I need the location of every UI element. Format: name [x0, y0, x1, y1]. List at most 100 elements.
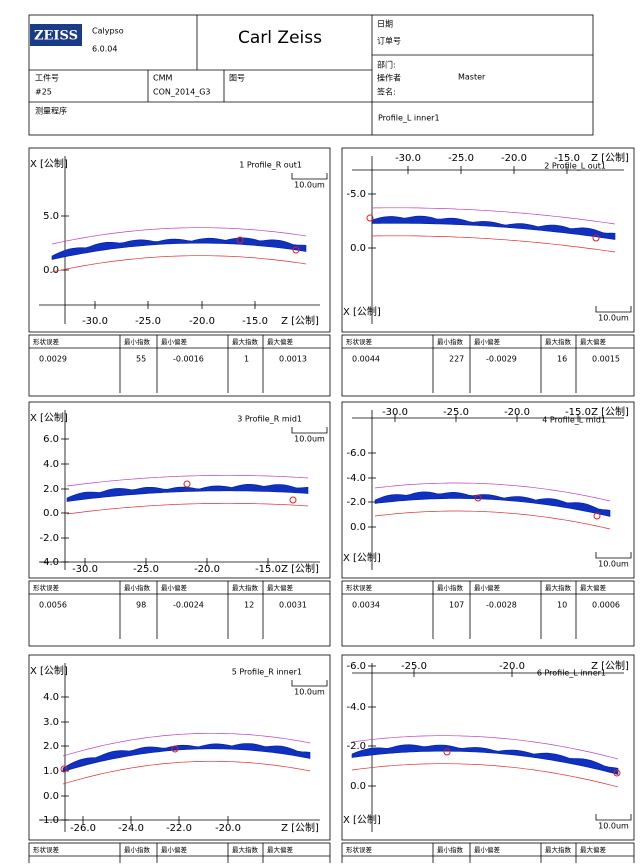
- stats-header: 最大指数: [545, 583, 572, 592]
- profile-panel: 4.0 3.0 2.0 1.0 0.0 -1.0 -26.0 -24.0 -22.0 -20.0 Z…: [28, 654, 331, 867]
- y-axis-label: X [公制]: [343, 305, 381, 318]
- profile-deviation: [62, 743, 311, 772]
- stats-value: 0.0056: [39, 601, 67, 610]
- extreme-point: [443, 748, 451, 756]
- extreme-point: [236, 236, 244, 244]
- upper-tolerance: [62, 732, 311, 757]
- panel-title: 2 Profile_L out1: [544, 162, 606, 171]
- x-tick-label: -30.0: [72, 564, 98, 575]
- lower-tolerance: [51, 255, 307, 273]
- department-label: 部门:: [377, 60, 396, 70]
- stats-value: 0.0031: [279, 601, 307, 610]
- stats-value: 55: [136, 355, 146, 364]
- stats-value: 0.0015: [592, 355, 620, 364]
- stats-value: 12: [244, 601, 254, 610]
- y-tick-label: 0.0: [350, 522, 366, 533]
- stats-header: 最小偏差: [474, 845, 501, 854]
- stats-value: 98: [136, 601, 146, 610]
- chart-frame: [28, 401, 331, 579]
- y-axis-label: X [公制]: [343, 551, 381, 564]
- extreme-point: [60, 765, 68, 773]
- x-tick-label: -26.0: [70, 823, 96, 834]
- panel-title: 5 Profile_R inner1: [232, 668, 302, 677]
- x-tick-label: -20.0: [499, 661, 525, 672]
- extreme-point: [366, 214, 374, 222]
- stats-value: 0.0044: [352, 355, 380, 364]
- scale-label: 10.0um: [598, 314, 629, 323]
- y-tick-label: -4.0: [346, 702, 366, 713]
- x-tick-label: -20.0: [504, 407, 530, 418]
- stats-frame: [28, 580, 331, 647]
- scale-label: 10.0um: [598, 560, 629, 569]
- stats-value: -0.0029: [486, 355, 517, 364]
- stats-header: 最小指数: [124, 583, 151, 592]
- upper-tolerance: [374, 482, 611, 502]
- logo: ZEISS: [34, 29, 78, 44]
- x-tick-label: -15.0: [242, 316, 268, 327]
- profile-panel: 5.0 0.0 -30.0 -25.0 -20.0 -15.0 Z [公制] X [公制] 1 …: [28, 147, 331, 397]
- y-tick-label: 6.0: [43, 434, 59, 445]
- x-tick-label: -30.0: [382, 407, 408, 418]
- y-tick-label: 4.0: [43, 459, 59, 470]
- extreme-point: [183, 480, 191, 488]
- x-tick-label: -25.0: [401, 661, 427, 672]
- stats-header: 最大指数: [545, 337, 572, 346]
- upper-tolerance: [66, 474, 309, 487]
- stats-value: 1: [244, 355, 249, 364]
- stats-value: -0.0028: [486, 601, 517, 610]
- y-tick-label: 0.0: [43, 791, 59, 802]
- extreme-point: [171, 745, 179, 753]
- y-tick-label: 2.0: [43, 484, 59, 495]
- x-tick-label: -20.0: [501, 153, 527, 164]
- stats-frame: [28, 842, 331, 867]
- machine-id: CON_2014_G3: [153, 88, 211, 97]
- extreme-point: [593, 512, 601, 520]
- x-axis-label: Z [公制]: [281, 562, 319, 575]
- x-tick-label: -15.0: [554, 153, 580, 164]
- profile-deviation: [374, 491, 611, 517]
- program: Profile_L inner1: [378, 114, 440, 123]
- stats-header: 形状误差: [33, 583, 60, 592]
- stats-value: 10: [557, 601, 567, 610]
- y-tick-label: -6.0: [346, 448, 366, 459]
- lower-tolerance: [371, 235, 616, 253]
- stats-header: 最大偏差: [267, 583, 294, 592]
- scale-label: 10.0um: [294, 688, 325, 697]
- date-label: 日期: [377, 20, 393, 29]
- stats-header: 最小偏差: [161, 337, 188, 346]
- extreme-point: [592, 234, 600, 242]
- lower-tolerance: [62, 760, 311, 785]
- extreme-point: [289, 496, 297, 504]
- stats-header: 最大偏差: [267, 845, 294, 854]
- stats-header: 最大指数: [232, 583, 259, 592]
- stats-frame: [28, 334, 331, 397]
- y-axis-label: X [公制]: [30, 411, 68, 424]
- y-axis-label: X [公制]: [343, 813, 381, 826]
- stats-header: 最小指数: [124, 337, 151, 346]
- y-tick-label: -6.0: [346, 661, 366, 672]
- panel-title: 6 Profile_L inner1: [537, 669, 606, 678]
- upper-tolerance: [351, 735, 619, 760]
- stats-header: 形状误差: [33, 337, 60, 346]
- scale-label: 10.0um: [598, 822, 629, 831]
- x-tick-label: -25.0: [448, 153, 474, 164]
- stats-frame: [341, 842, 635, 867]
- stats-header: 形状误差: [346, 583, 373, 592]
- extreme-point: [613, 769, 621, 777]
- chart-frame: [341, 401, 635, 579]
- extreme-point: [292, 246, 300, 254]
- y-tick-label: -2.0: [39, 533, 59, 544]
- upper-tolerance: [51, 227, 307, 245]
- lower-tolerance: [374, 510, 611, 530]
- lower-tolerance: [66, 502, 309, 515]
- stats-header: 最小偏差: [161, 845, 188, 854]
- scale-label: 10.0um: [294, 181, 325, 190]
- x-axis-label: Z [公制]: [281, 314, 319, 327]
- scale-bar: [595, 306, 632, 313]
- lower-tolerance: [351, 763, 619, 788]
- x-tick-label: -25.0: [443, 407, 469, 418]
- drawing-label: 图号: [229, 74, 245, 83]
- y-tick-label: -5.0: [346, 189, 366, 200]
